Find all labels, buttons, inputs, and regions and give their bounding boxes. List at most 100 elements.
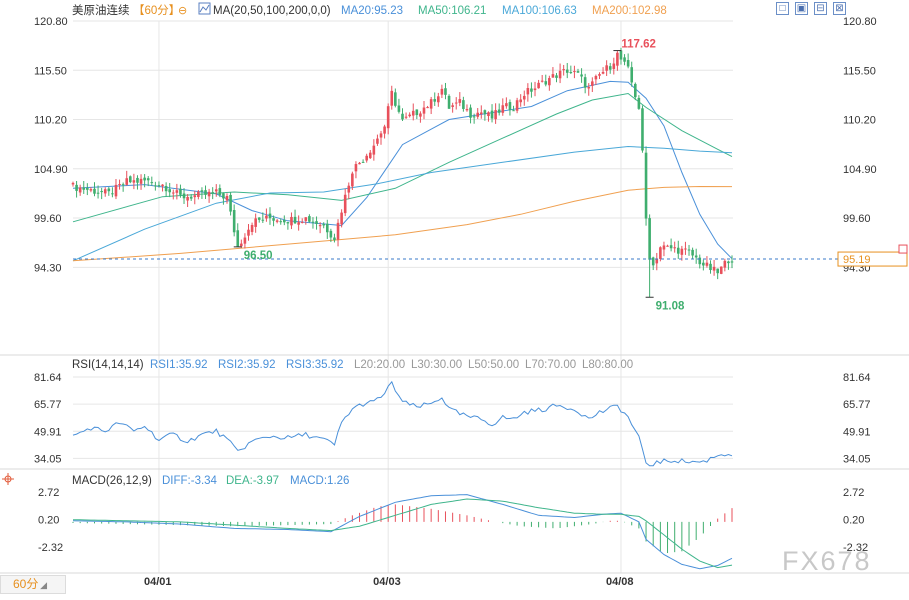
candle-body[interactable]	[544, 81, 548, 85]
candle-body[interactable]	[297, 222, 300, 225]
candle-body[interactable]	[458, 99, 462, 103]
candle-body[interactable]	[612, 63, 616, 69]
candle-body[interactable]	[157, 185, 161, 187]
candle-body[interactable]	[526, 88, 530, 95]
candle-body[interactable]	[247, 229, 250, 236]
candle-body[interactable]	[465, 109, 469, 111]
candle-body[interactable]	[719, 266, 723, 274]
candle-body[interactable]	[716, 268, 719, 274]
macd-settings-icon[interactable]	[2, 473, 14, 485]
candle-body[interactable]	[354, 164, 358, 172]
candle-body[interactable]	[619, 50, 623, 60]
candle-body[interactable]	[648, 218, 651, 260]
candle-body[interactable]	[214, 189, 218, 192]
candle-body[interactable]	[379, 133, 383, 138]
candle-body[interactable]	[497, 109, 501, 113]
candle-body[interactable]	[365, 155, 368, 161]
candle-body[interactable]	[293, 216, 297, 224]
candle-body[interactable]	[368, 152, 372, 159]
candle-body[interactable]	[680, 248, 684, 255]
candle-body[interactable]	[254, 218, 257, 227]
candle-body[interactable]	[75, 184, 78, 191]
candle-body[interactable]	[687, 249, 691, 251]
candle-body[interactable]	[694, 255, 698, 258]
restore-icon[interactable]: □	[776, 2, 789, 15]
candle-body[interactable]	[519, 99, 522, 103]
candle-body[interactable]	[286, 222, 290, 224]
candle-body[interactable]	[576, 71, 580, 73]
candle-body[interactable]	[132, 180, 136, 183]
candle-body[interactable]	[444, 88, 447, 95]
candle-body[interactable]	[623, 57, 626, 62]
candle-body[interactable]	[103, 189, 107, 194]
candle-body[interactable]	[508, 102, 512, 111]
candle-body[interactable]	[86, 187, 89, 190]
candle-body[interactable]	[712, 266, 716, 271]
candle-body[interactable]	[479, 112, 483, 114]
candle-body[interactable]	[530, 88, 533, 92]
candle-body[interactable]	[605, 65, 608, 71]
candle-body[interactable]	[232, 210, 236, 233]
candle-body[interactable]	[548, 78, 551, 86]
candle-body[interactable]	[121, 184, 125, 186]
candle-body[interactable]	[472, 116, 476, 118]
candle-body[interactable]	[107, 188, 111, 192]
candle-body[interactable]	[186, 196, 189, 201]
candle-body[interactable]	[698, 257, 702, 265]
candle-body[interactable]	[594, 75, 598, 80]
candle-body[interactable]	[329, 230, 333, 238]
candle-body[interactable]	[351, 173, 354, 187]
candle-body[interactable]	[422, 107, 426, 114]
candle-body[interactable]	[709, 263, 712, 271]
candle-body[interactable]	[723, 260, 727, 268]
candle-body[interactable]	[197, 191, 200, 197]
candle-body[interactable]	[193, 195, 197, 198]
candle-body[interactable]	[512, 110, 515, 112]
candlestick-layer[interactable]	[71, 47, 734, 298]
candle-body[interactable]	[702, 262, 705, 266]
candle-body[interactable]	[429, 99, 433, 109]
candle-body[interactable]	[483, 110, 487, 115]
candle-body[interactable]	[587, 86, 591, 89]
settings-icon[interactable]: ⊖	[178, 5, 187, 17]
candle-body[interactable]	[261, 219, 265, 221]
candle-body[interactable]	[136, 177, 139, 183]
candle-body[interactable]	[207, 191, 211, 197]
candle-body[interactable]	[257, 217, 261, 220]
candle-body[interactable]	[608, 66, 612, 70]
candle-body[interactable]	[283, 219, 286, 223]
candle-body[interactable]	[175, 190, 179, 193]
candle-body[interactable]	[290, 216, 293, 226]
candle-body[interactable]	[408, 114, 411, 117]
candle-body[interactable]	[616, 52, 619, 66]
candle-body[interactable]	[78, 187, 82, 193]
candle-body[interactable]	[372, 145, 376, 155]
candle-body[interactable]	[501, 105, 505, 113]
candle-body[interactable]	[469, 107, 472, 118]
candle-body[interactable]	[447, 95, 451, 109]
candle-body[interactable]	[265, 215, 268, 219]
candle-body[interactable]	[275, 220, 279, 222]
candle-body[interactable]	[114, 184, 118, 197]
candle-body[interactable]	[565, 69, 569, 73]
candle-body[interactable]	[229, 194, 232, 212]
candle-body[interactable]	[304, 217, 308, 221]
candle-body[interactable]	[626, 60, 630, 67]
minimize-icon[interactable]: ⊟	[814, 2, 827, 15]
candle-body[interactable]	[300, 221, 304, 223]
candle-body[interactable]	[200, 190, 204, 192]
candle-body[interactable]	[580, 74, 583, 77]
candle-body[interactable]	[272, 218, 275, 221]
candle-body[interactable]	[669, 245, 673, 249]
candle-body[interactable]	[211, 192, 214, 194]
candle-body[interactable]	[437, 96, 440, 103]
candle-body[interactable]	[637, 97, 641, 109]
candle-body[interactable]	[633, 83, 637, 98]
candle-body[interactable]	[150, 182, 154, 184]
candle-body[interactable]	[662, 245, 666, 250]
candle-body[interactable]	[236, 230, 240, 247]
candle-body[interactable]	[325, 223, 329, 233]
candle-body[interactable]	[225, 195, 229, 201]
candle-body[interactable]	[676, 247, 680, 254]
candle-body[interactable]	[655, 258, 659, 264]
